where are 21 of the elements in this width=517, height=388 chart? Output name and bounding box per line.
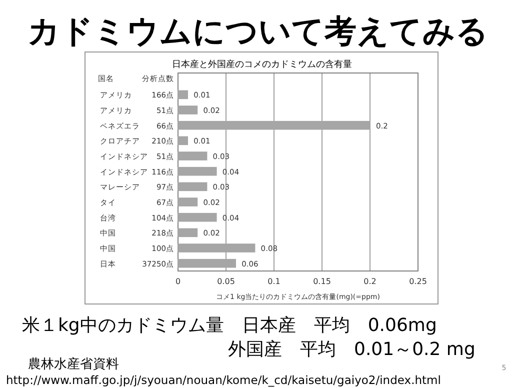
bar (178, 106, 198, 114)
text: 米１kg中のカドミウム量 日本産 平均 0.06mg (22, 315, 437, 336)
bar (178, 212, 217, 222)
text: 農林水産省資料 (28, 356, 119, 372)
text: 外国産 平均 0.01～0.2 mg (228, 339, 476, 360)
chart-subtitle: 日本産と外国産のコメのカドミウムの含有量 (172, 59, 352, 70)
x-tick-label: 0.05 (217, 277, 235, 286)
x-tick-label: 0.1 (268, 277, 280, 286)
x-tick-label: 0.25 (409, 277, 427, 286)
bar (178, 136, 188, 146)
bar (178, 228, 198, 238)
bar (178, 198, 198, 206)
bar (178, 90, 188, 100)
bar (178, 166, 217, 176)
x-tick-label: 0 (175, 277, 181, 286)
x-tick-label: 0.2 (364, 277, 376, 286)
x-tick-label: 0.15 (313, 277, 331, 286)
bar (178, 182, 208, 192)
text: http://www.maff.go.jp/j/syouan/nouan/kome/k_cd/kaisetu/gaiyo2/index.html (6, 373, 441, 387)
bar (178, 152, 208, 160)
chart-title: カドミウムについて考えてみる (28, 12, 488, 50)
